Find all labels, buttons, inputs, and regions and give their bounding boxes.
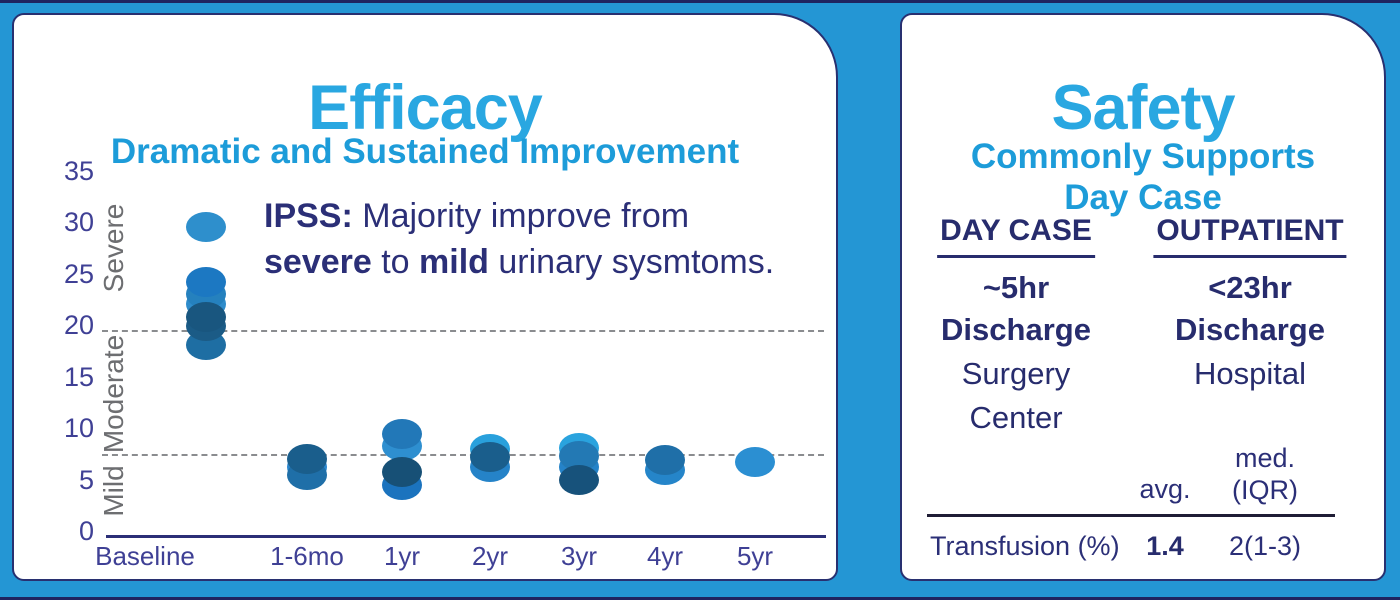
data-point (382, 419, 422, 450)
page-top-border (0, 0, 1400, 3)
ipss-scatter-chart: IPSS: Majority improve from severe to mi… (14, 15, 836, 579)
day-case-location-1: Surgery (961, 356, 1071, 391)
stats-row-label: Transfusion (%) (930, 531, 1120, 561)
severity-zone-label: Mild (98, 465, 129, 517)
x-axis-label: 1yr (383, 541, 421, 571)
efficacy-subtitle: Dramatic and Sustained Improvement (110, 132, 740, 172)
ipss-annotation: IPSS: Majority improve from severe to mi… (264, 193, 834, 285)
data-point (186, 212, 226, 243)
annotation-line1: Majority improve from (352, 197, 690, 235)
annotation-mid: to (371, 243, 420, 281)
day-case-header: DAY CASE (937, 214, 1095, 258)
data-point (735, 446, 775, 477)
severity-zone-label: Moderate (98, 334, 129, 454)
annotation-severe: severe (264, 243, 372, 281)
threshold-line (102, 330, 824, 333)
x-axis-label: 3yr (560, 541, 598, 571)
stats-med-header-line2: (IQR) (1232, 475, 1298, 505)
y-tick-label: 25 (63, 258, 94, 289)
annotation-line2: urinary sysmtoms. (488, 243, 775, 281)
data-point (186, 266, 226, 297)
y-tick-label: 0 (78, 516, 94, 546)
y-tick-label: 20 (63, 310, 94, 340)
y-tick-label: 35 (63, 155, 94, 186)
outpatient-discharge: Discharge (1175, 312, 1325, 347)
x-axis-label: 2yr (471, 541, 509, 571)
x-axis-line (106, 535, 826, 538)
x-axis-label: 5yr (736, 541, 774, 571)
outpatient-header: OUTPATIENT (1153, 214, 1347, 258)
stats-table-rule (927, 514, 1335, 517)
y-tick-label: 5 (78, 464, 94, 495)
outpatient-location: Hospital (1194, 356, 1306, 391)
efficacy-panel: Efficacy Dramatic and Sustained Improvem… (12, 13, 838, 581)
day-case-location-2: Center (969, 400, 1063, 435)
stats-row-avg-value: 1.4 (1146, 531, 1184, 561)
severity-zone-label: Severe (98, 203, 129, 293)
outpatient-duration: <23hr (1208, 270, 1292, 305)
safety-subtitle-line1: Commonly Supports (970, 137, 1316, 177)
data-point (645, 444, 685, 475)
safety-title: Safety (1051, 73, 1235, 144)
threshold-line (102, 453, 824, 456)
data-point (559, 464, 599, 495)
stats-med-header-line1: med. (1234, 443, 1296, 473)
x-axis-label: 1-6mo (270, 541, 344, 571)
y-tick-label: 10 (63, 413, 94, 443)
day-case-discharge: Discharge (941, 312, 1091, 347)
stats-row-med-value: 2(1-3) (1228, 531, 1302, 561)
safety-subtitle-line2: Day Case (1064, 178, 1222, 218)
data-point (470, 441, 510, 472)
stats-med-header: med. (IQR) (1232, 442, 1298, 506)
efficacy-title: Efficacy (308, 73, 543, 144)
data-point (287, 443, 327, 474)
y-tick-label: 15 (63, 361, 94, 392)
annotation-ipss-label: IPSS: (264, 197, 353, 235)
annotation-mild: mild (419, 243, 489, 281)
stats-avg-header: avg. (1139, 474, 1191, 504)
y-tick-label: 30 (63, 207, 94, 237)
data-point (382, 457, 422, 488)
data-point (186, 301, 226, 332)
day-case-duration: ~5hr (982, 270, 1050, 305)
x-axis-label: Baseline (95, 541, 195, 571)
page-bottom-border (0, 597, 1400, 600)
x-axis-label: 4yr (646, 541, 684, 571)
safety-panel: Safety Commonly Supports Day Case DAY CA… (900, 13, 1386, 581)
